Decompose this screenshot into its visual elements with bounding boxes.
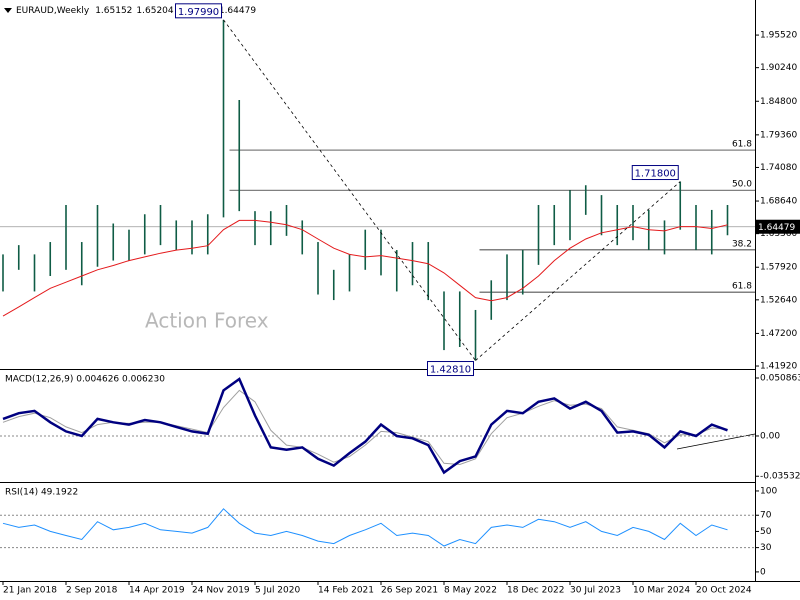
annotation-box bbox=[175, 3, 222, 19]
x-tick-label: 14 Apr 2019 bbox=[129, 586, 185, 596]
price-box-label: 1.64479 bbox=[758, 223, 795, 233]
panel-title: RSI(14) 49.1922 bbox=[5, 488, 78, 498]
macd-line bbox=[2, 377, 728, 475]
x-tick-label: 5 Jul 2020 bbox=[255, 586, 300, 596]
menu-icon bbox=[4, 8, 12, 13]
y-tick-label: 1.41920 bbox=[760, 362, 797, 372]
y-tick-label: 0.00 bbox=[760, 431, 780, 441]
fib-label: 50.0 bbox=[732, 180, 752, 190]
x-tick-label: 24 Nov 2019 bbox=[192, 586, 250, 596]
x-tick-label: 14 Feb 2021 bbox=[318, 586, 374, 596]
symbol: EURAUD,Weekly bbox=[16, 6, 90, 16]
y-tick-label: 1.90240 bbox=[760, 63, 797, 73]
y-tick-label: 70 bbox=[760, 511, 772, 521]
y-tick-label: 1.47200 bbox=[760, 329, 797, 339]
watermark: Action Forex bbox=[145, 309, 269, 333]
y-tick-label: 100 bbox=[760, 486, 777, 496]
moving-average bbox=[2, 219, 728, 317]
close: 1.64479 bbox=[219, 6, 256, 16]
y-tick-label: 1.68640 bbox=[760, 197, 797, 207]
x-tick-label: 18 Dec 2022 bbox=[507, 586, 565, 596]
y-tick-label: 1.84800 bbox=[760, 97, 797, 107]
y-tick-label: 1.74080 bbox=[760, 163, 797, 173]
trend-line bbox=[223, 19, 476, 361]
y-tick-label: 0 bbox=[760, 567, 766, 577]
y-tick-label: -0.035322 bbox=[760, 472, 800, 482]
y-tick-label: 1.79360 bbox=[760, 130, 797, 140]
y-tick-label: 1.63360 bbox=[760, 229, 797, 239]
fib-label: 61.8 bbox=[732, 282, 752, 292]
annotation: 1.42810 bbox=[430, 365, 471, 376]
x-tick-label: 30 Jul 2023 bbox=[570, 586, 621, 596]
y-tick-label: 0.050863 bbox=[760, 373, 800, 383]
x-tick-label: 26 Sep 2021 bbox=[381, 586, 438, 596]
high: 1.65204 bbox=[136, 6, 173, 16]
x-tick-label: 2 Sep 2018 bbox=[66, 586, 118, 596]
y-tick-label: 1.52640 bbox=[760, 295, 797, 305]
y-tick-label: 50 bbox=[760, 527, 772, 537]
fib-label: 38.2 bbox=[732, 239, 752, 249]
annotation-box bbox=[427, 361, 474, 377]
annotation-box bbox=[631, 165, 679, 181]
x-tick-label: 8 May 2022 bbox=[444, 586, 497, 596]
annotation: 1.71800 bbox=[635, 169, 676, 180]
annotation: 1.97990 bbox=[178, 7, 219, 18]
y-tick-label: 30 bbox=[760, 543, 772, 553]
x-tick-label: 10 Mar 2024 bbox=[633, 586, 690, 596]
price-box bbox=[755, 219, 800, 234]
y-tick-label: 1.57920 bbox=[760, 263, 797, 273]
fib-label: 61.8 bbox=[732, 140, 752, 150]
y-tick-label: 1.95520 bbox=[760, 31, 797, 41]
x-tick-label: 21 Jan 2018 bbox=[3, 586, 57, 596]
rsi-line bbox=[2, 508, 728, 547]
macd-trendline bbox=[676, 433, 756, 450]
open: 1.65152 bbox=[95, 6, 132, 16]
x-tick-label: 20 Oct 2024 bbox=[696, 586, 752, 596]
panel-title: MACD(12,26,9) 0.004626 0.006230 bbox=[5, 375, 165, 385]
